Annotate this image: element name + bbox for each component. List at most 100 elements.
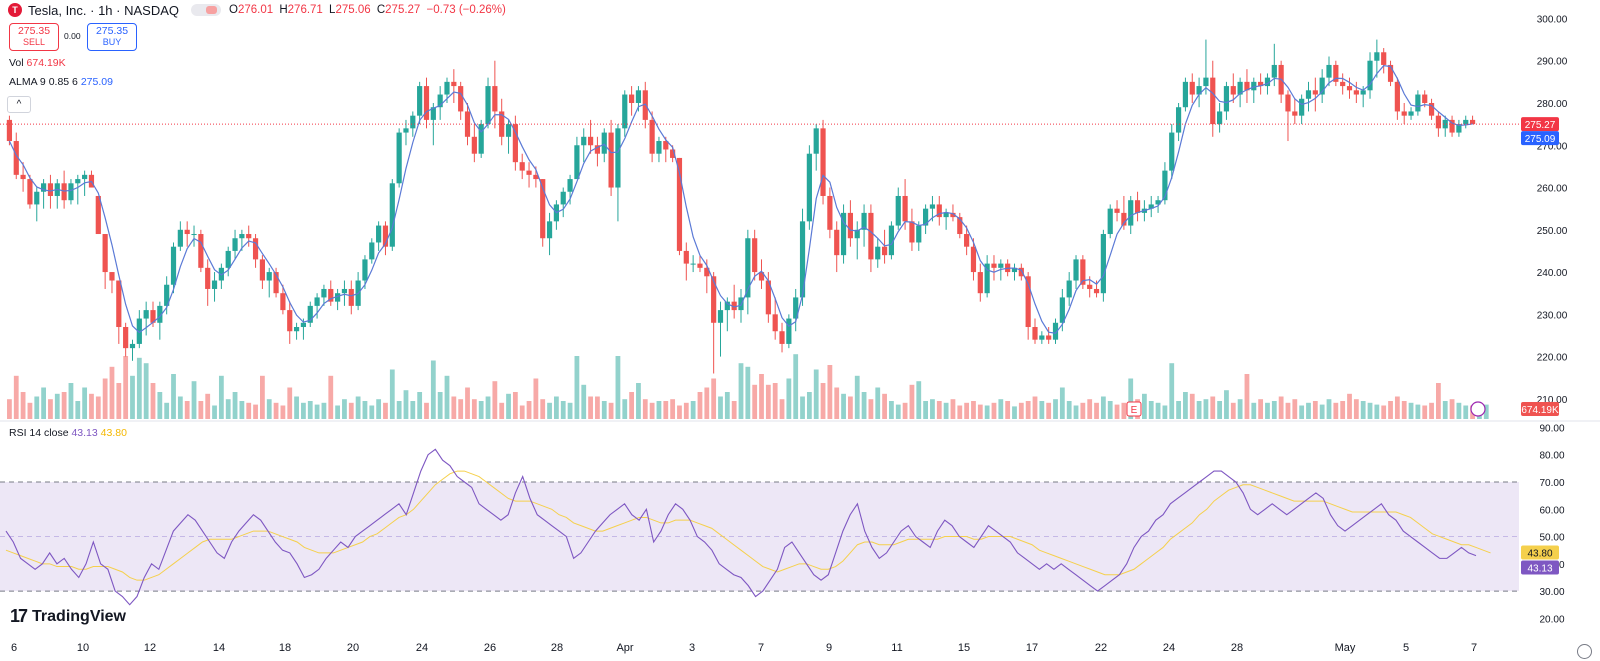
volume-bar xyxy=(1018,402,1024,419)
candle-body xyxy=(191,234,197,236)
volume-bar xyxy=(875,387,881,419)
candle-body xyxy=(1052,322,1059,340)
candle-body xyxy=(676,157,683,251)
tradingview-logo[interactable]: 17 TradingView xyxy=(10,606,126,627)
volume-bar xyxy=(184,401,190,419)
candle-body xyxy=(1258,81,1264,87)
candle-body xyxy=(41,183,47,192)
symbol-header: T Tesla, Inc. · 1h · NASDAQ O276.01 H276… xyxy=(0,0,509,20)
candle-body xyxy=(1230,86,1236,95)
sell-label: SELL xyxy=(22,37,46,47)
volume-bar xyxy=(34,396,40,419)
candle-body xyxy=(888,225,895,256)
candle-body xyxy=(259,259,265,281)
alma-legend[interactable]: ALMA 9 0.85 6 275.09 xyxy=(9,76,113,88)
candle-body xyxy=(1032,327,1038,340)
candle-body xyxy=(1415,94,1421,112)
rsi-ma-line xyxy=(5,470,1491,581)
volume-bar xyxy=(1347,393,1352,419)
volume-bar xyxy=(89,393,94,419)
volume-bar xyxy=(1230,402,1236,419)
volume-bar xyxy=(1422,405,1428,419)
volume-bar xyxy=(136,357,142,419)
volume-bar xyxy=(164,402,170,419)
candle-body xyxy=(649,119,655,154)
open-value: 276.01 xyxy=(237,4,274,16)
volume-bar xyxy=(930,399,935,419)
volume-bar xyxy=(765,384,771,419)
candle-body xyxy=(1305,90,1312,99)
candle-body xyxy=(1196,86,1202,95)
volume-bar xyxy=(1271,401,1277,419)
time-axis-tick: 6 xyxy=(11,642,17,654)
candle-body xyxy=(109,272,115,281)
buy-button[interactable]: 275.35 BUY xyxy=(87,23,137,51)
volume-bar xyxy=(636,383,641,419)
candle-body xyxy=(273,272,279,294)
volume-bar xyxy=(936,401,942,419)
rsi-legend[interactable]: RSI 14 close 43.13 43.80 xyxy=(9,427,127,439)
volume-bar xyxy=(410,401,416,419)
candle-body xyxy=(1292,111,1298,116)
candle-body xyxy=(170,246,177,285)
time-axis-tick: Apr xyxy=(616,642,633,654)
candle-body xyxy=(1114,208,1120,213)
volume-bar xyxy=(1394,396,1400,419)
volume-bar xyxy=(772,383,778,419)
time-axis-tick: 3 xyxy=(689,642,695,654)
volume-bar xyxy=(369,405,375,419)
rsi-axis-tick: 30.00 xyxy=(1539,587,1564,598)
volume-bar xyxy=(1292,399,1298,419)
volume-legend[interactable]: Vol 674.19K xyxy=(9,57,66,69)
volume-bar xyxy=(218,375,224,419)
low-key: L xyxy=(329,4,336,16)
market-status-icon[interactable] xyxy=(191,4,221,16)
candle-body xyxy=(61,183,67,201)
close-value: 275.27 xyxy=(385,4,421,16)
low-value: 275.06 xyxy=(335,4,371,16)
volume-bar xyxy=(75,401,81,419)
volume-bar xyxy=(724,392,730,419)
symbol-title[interactable]: Tesla, Inc. · 1h · NASDAQ xyxy=(28,2,179,18)
candle-body xyxy=(239,234,245,239)
volume-bar xyxy=(355,396,361,419)
sell-button[interactable]: 275.35 SELL xyxy=(9,23,59,51)
candle-body xyxy=(478,124,484,154)
candle-body xyxy=(47,183,54,196)
volume-bar xyxy=(389,369,395,419)
candle-body xyxy=(970,246,977,273)
volume-bar xyxy=(957,405,963,419)
candle-body xyxy=(560,191,566,205)
volume-bar xyxy=(82,387,88,419)
time-axis-tick: 7 xyxy=(758,642,764,654)
candle-body xyxy=(799,221,806,298)
candle-body xyxy=(13,141,19,175)
candle-body xyxy=(998,263,1004,268)
collapse-legend-button[interactable]: ^ xyxy=(7,96,31,113)
settings-icon[interactable] xyxy=(1577,644,1592,659)
candle-body xyxy=(1312,90,1318,95)
candle-body xyxy=(1353,90,1359,95)
volume-bar xyxy=(1415,404,1421,419)
volume-bar xyxy=(1059,387,1065,419)
volume-bar xyxy=(198,401,204,419)
candle-body xyxy=(417,86,423,116)
earnings-marker-label: E xyxy=(1131,405,1138,416)
volume-bar xyxy=(745,366,751,419)
candle-body xyxy=(157,305,163,323)
candle-body xyxy=(205,267,211,289)
candle-body xyxy=(1394,81,1400,112)
volume-bar xyxy=(280,405,286,419)
candle-body xyxy=(1107,208,1113,235)
candle-body xyxy=(1175,107,1182,133)
candle-body xyxy=(847,212,853,239)
volume-bar xyxy=(27,402,33,419)
candle-body xyxy=(902,195,908,222)
last-price-tag-bg xyxy=(1521,117,1559,132)
candle-body xyxy=(546,221,553,239)
price-axis-tick: 240.00 xyxy=(1537,268,1568,279)
candle-body xyxy=(1046,335,1052,340)
candle-body xyxy=(964,234,970,247)
volume-bar xyxy=(253,404,258,419)
